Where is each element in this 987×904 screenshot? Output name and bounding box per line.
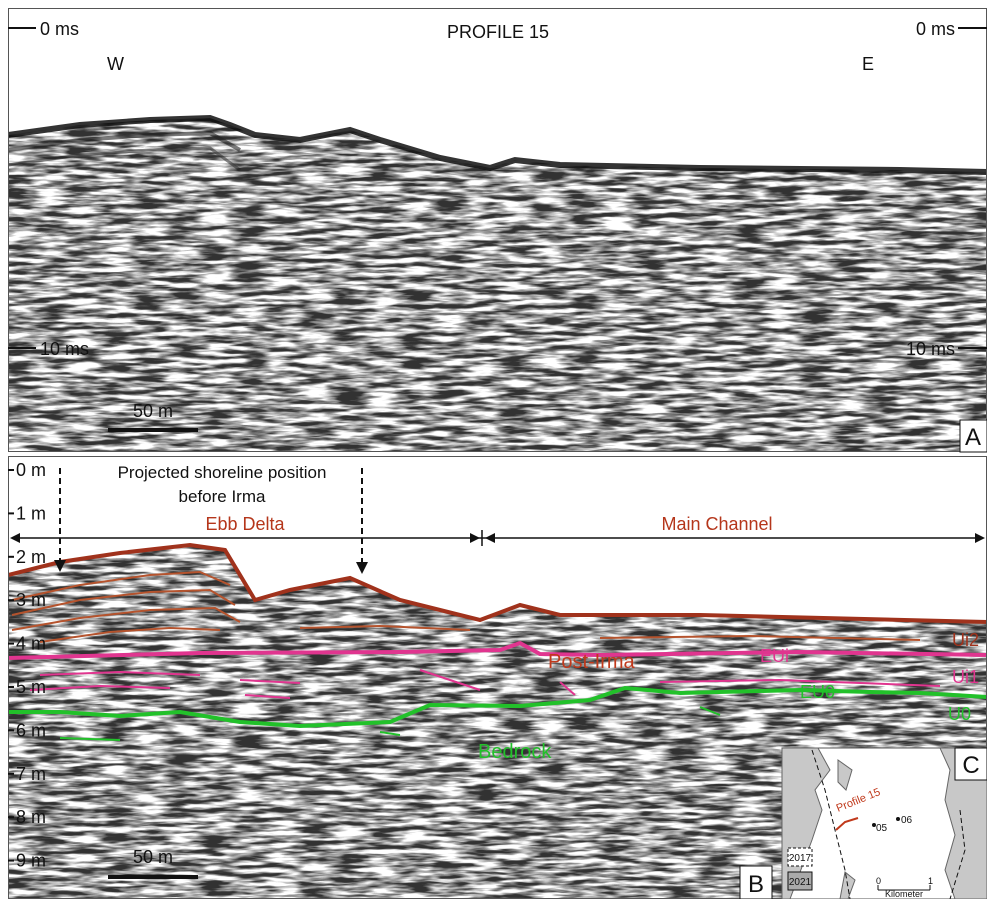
inset-legend: 2017 (789, 853, 812, 864)
depth-label: 9 m (16, 851, 46, 871)
depth-label: 0 m (16, 460, 46, 480)
profile-title: PROFILE 15 (447, 22, 549, 42)
label-box (739, 865, 773, 900)
label-box (954, 747, 987, 781)
unit-label: Ui1 (952, 667, 979, 687)
unit-label: U0 (948, 704, 971, 724)
depth-label: 5 m (16, 677, 46, 697)
depth-label: 2 m (16, 547, 46, 567)
depth-label: 8 m (16, 807, 46, 827)
depth-label: 6 m (16, 720, 46, 740)
depth-label: 1 m (16, 503, 46, 523)
unit-label: EU0 (800, 682, 835, 702)
scale-label: 50 m (133, 847, 173, 867)
unit-label: Ui2 (952, 630, 979, 650)
panel-label: A (965, 424, 981, 451)
time-label: 10 ms (40, 339, 89, 359)
panel-label: B (748, 871, 764, 898)
panel-b (8, 456, 987, 899)
time-label: 0 ms (40, 19, 79, 39)
time-label: 0 ms (916, 19, 955, 39)
arrowhead (356, 562, 368, 574)
time-label: 10 ms (906, 339, 955, 359)
direction: W (107, 54, 124, 74)
unit-label: Post-Irma (548, 651, 636, 673)
depth-label: 4 m (16, 634, 46, 654)
inset-site: 06 (901, 815, 913, 826)
annotation: before Irma (179, 487, 266, 506)
panel-label: C (962, 752, 979, 779)
direction: E (862, 54, 874, 74)
panel-a (8, 8, 987, 452)
depth-label: 7 m (16, 764, 46, 784)
unit-label: Bedrock (478, 741, 552, 763)
annotation: Projected shoreline position (118, 463, 327, 482)
unit-label: EUi (760, 646, 789, 666)
inset-scale: 0 (876, 876, 881, 886)
inset-map (781, 747, 987, 900)
zone-label: Main Channel (661, 514, 772, 534)
scale-label: 50 m (133, 401, 173, 421)
zone-label: Ebb Delta (205, 514, 285, 534)
arrowhead (54, 560, 66, 572)
depth-axis: 0 m 1 m 2 m 3 m 4 m 5 m 6 m 7 m 8 m 9 m (8, 460, 46, 871)
inset-scale: Kilometer (885, 889, 923, 899)
inset-legend: 2021 (789, 877, 812, 888)
inset-scale: 1 (928, 876, 933, 886)
depth-label: 3 m (16, 590, 46, 610)
inset-site: 05 (876, 823, 888, 834)
label-box (959, 419, 987, 453)
